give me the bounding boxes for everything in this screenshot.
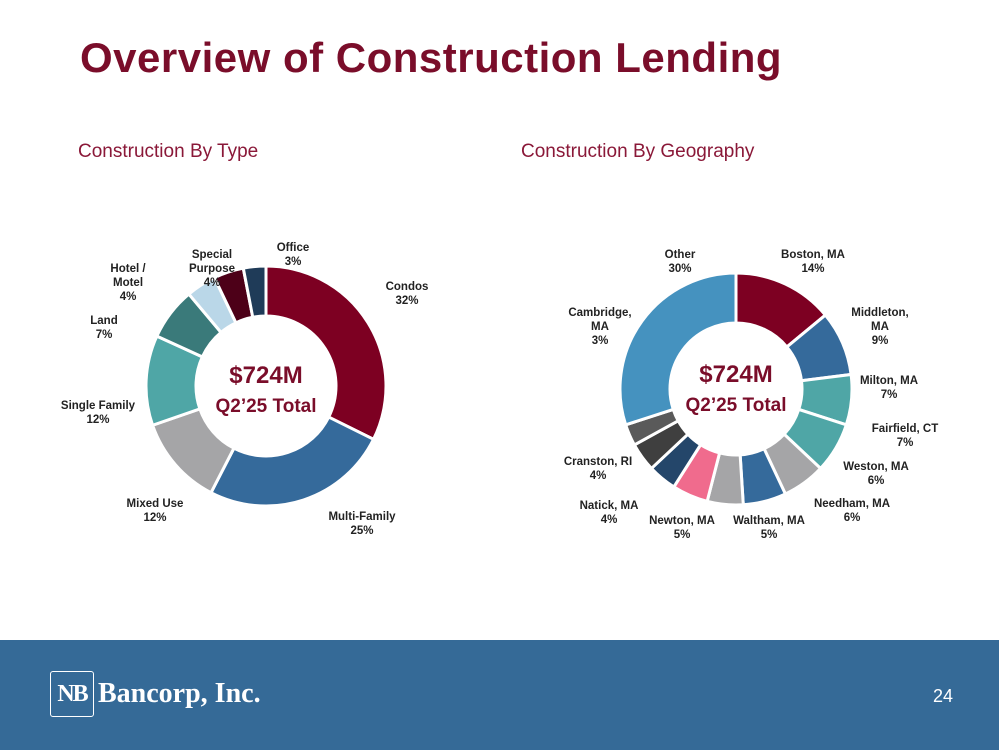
slice-label-newton-ma: Newton, MA 5%	[649, 515, 715, 541]
center-total-value: $724M	[229, 362, 302, 389]
center-total-label: Q2’25 Total	[215, 396, 316, 417]
slice-label-natick-ma: Natick, MA 4%	[580, 500, 639, 526]
slice-label-single-family: Single Family 12%	[61, 400, 136, 426]
slide-title: Overview of Construction Lending	[80, 34, 783, 81]
slice-label-other: Other 30%	[665, 249, 696, 275]
slice-label-land: Land 7%	[90, 315, 117, 341]
logo-mark: NB	[50, 671, 94, 717]
slice-label-middleton-ma: Middleton, MA 9%	[851, 307, 909, 347]
slice-label-special-purpose: Special Purpose 4%	[189, 249, 235, 289]
center-total-value: $724M	[699, 361, 772, 388]
chart-subtitle-geography: Construction By Geography	[521, 141, 755, 162]
slice-label-multi-family: Multi-Family 25%	[328, 511, 396, 537]
slice-label-mixed-use: Mixed Use 12%	[127, 498, 184, 524]
footer-bar: NB Bancorp, Inc. 24	[0, 640, 999, 750]
slice-label-condos: Condos 32%	[386, 281, 429, 307]
slice-label-waltham-ma: Waltham, MA 5%	[733, 515, 805, 541]
slice-multi-family	[208, 415, 376, 508]
slice-label-office: Office 3%	[277, 242, 310, 268]
slice-label-fairfield-ct: Fairfield, CT 7%	[872, 423, 938, 449]
slice-label-weston-ma: Weston, MA 6%	[843, 461, 909, 487]
slice-label-boston-ma: Boston, MA 14%	[781, 249, 845, 275]
center-total-label: Q2’25 Total	[685, 395, 786, 416]
page-number: 24	[932, 686, 953, 706]
slice-label-cranston-ri: Cranston, RI 4%	[564, 456, 632, 482]
slice-label-cambridge-ma: Cambridge, MA 3%	[568, 307, 631, 347]
company-logo: NB Bancorp, Inc.	[50, 669, 261, 719]
slice-condos	[264, 264, 388, 442]
donut-charts: Condos 32% Multi-Family 25% Mixed Use 12% Sing…	[61, 242, 938, 541]
chart-subtitle-type: Construction By Type	[78, 141, 259, 162]
slice-office	[241, 264, 268, 320]
logo-text: Bancorp, Inc.	[98, 678, 261, 709]
slice-label-hotel-motel: Hotel / Motel 4%	[110, 263, 146, 303]
slice-label-needham-ma: Needham, MA 6%	[814, 498, 890, 524]
slice-other	[618, 271, 738, 427]
slice-label-milton-ma: Milton, MA 7%	[860, 375, 918, 401]
